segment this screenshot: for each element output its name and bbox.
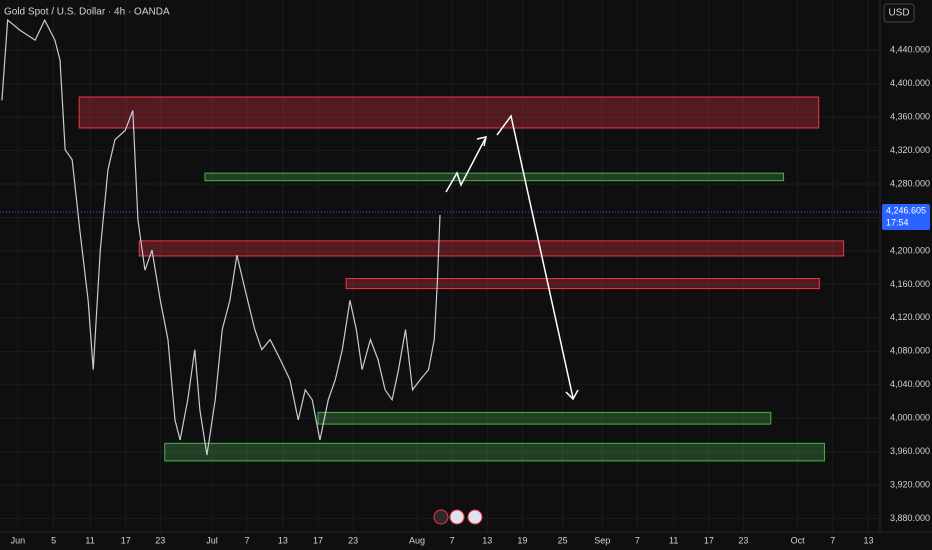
event-icon[interactable] <box>467 509 483 525</box>
event-icon[interactable] <box>433 509 449 525</box>
x-tick-label: 23 <box>348 535 358 545</box>
x-tick-label: 7 <box>245 535 250 545</box>
x-tick-label: Oct <box>791 535 806 545</box>
y-tick-label: 4,120.000 <box>890 312 930 322</box>
y-tick-label: 3,880.000 <box>890 513 930 523</box>
y-tick-label: 4,440.000 <box>890 45 930 55</box>
x-tick-label: 17 <box>313 535 323 545</box>
x-tick-label: 13 <box>278 535 288 545</box>
x-tick-label: 25 <box>558 535 568 545</box>
x-tick-label: Aug <box>409 535 425 545</box>
currency-label: USD <box>888 8 909 19</box>
y-tick-label: 4,280.000 <box>890 178 930 188</box>
x-tick-label: Jun <box>11 535 26 545</box>
x-tick-label: 23 <box>155 535 165 545</box>
currency-button[interactable] <box>883 3 915 23</box>
x-tick-label: 11 <box>669 535 678 545</box>
y-tick-label: 4,080.000 <box>890 346 930 356</box>
x-tick-label: Jul <box>206 535 218 545</box>
zone <box>317 411 772 425</box>
y-tick-label: 4,200.000 <box>890 245 930 255</box>
x-tick-label: 13 <box>863 535 873 545</box>
plot <box>0 18 880 456</box>
x-tick-label: Sep <box>594 535 610 545</box>
price-line <box>1 18 441 456</box>
zones <box>78 96 845 462</box>
x-tick-label: 11 <box>85 535 94 545</box>
y-tick-label: 4,360.000 <box>890 111 930 121</box>
projection-arrow <box>445 114 579 401</box>
x-tick-label: 7 <box>450 535 455 545</box>
last-price-label: 4,246.605 <box>886 205 926 215</box>
chart-title: Gold Spot / U.S. Dollar · 4h · OANDA <box>4 7 170 18</box>
zone <box>78 96 820 129</box>
x-tick-label: 23 <box>738 535 748 545</box>
y-tick-label: 4,320.000 <box>890 145 930 155</box>
y-tick-label: 4,000.000 <box>890 413 930 423</box>
event-icons <box>433 509 483 525</box>
projection-path <box>445 138 486 193</box>
zone <box>204 172 785 182</box>
y-tick-label: 4,160.000 <box>890 279 930 289</box>
x-tick-label: 5 <box>51 535 56 545</box>
price-scale <box>880 0 932 550</box>
y-tick-label: 4,400.000 <box>890 78 930 88</box>
last-price-tag <box>882 203 930 230</box>
projection-path <box>496 114 574 399</box>
y-tick-label: 3,960.000 <box>890 446 930 456</box>
x-tick-label: 7 <box>635 535 640 545</box>
zone <box>345 278 820 290</box>
y-tick-label: 3,920.000 <box>890 480 930 490</box>
y-tick-label: 4,040.000 <box>890 379 930 389</box>
x-tick-label: 17 <box>704 535 714 545</box>
x-tick-label: 19 <box>517 535 527 545</box>
event-icon[interactable] <box>449 509 465 525</box>
countdown: 17:54 <box>886 217 909 227</box>
x-tick-label: 17 <box>121 535 131 545</box>
x-tick-label: 7 <box>830 535 835 545</box>
arrow-head <box>565 389 579 401</box>
arrow-head <box>476 136 487 147</box>
zone <box>164 442 825 462</box>
zone <box>138 240 845 257</box>
x-tick-label: 13 <box>482 535 492 545</box>
